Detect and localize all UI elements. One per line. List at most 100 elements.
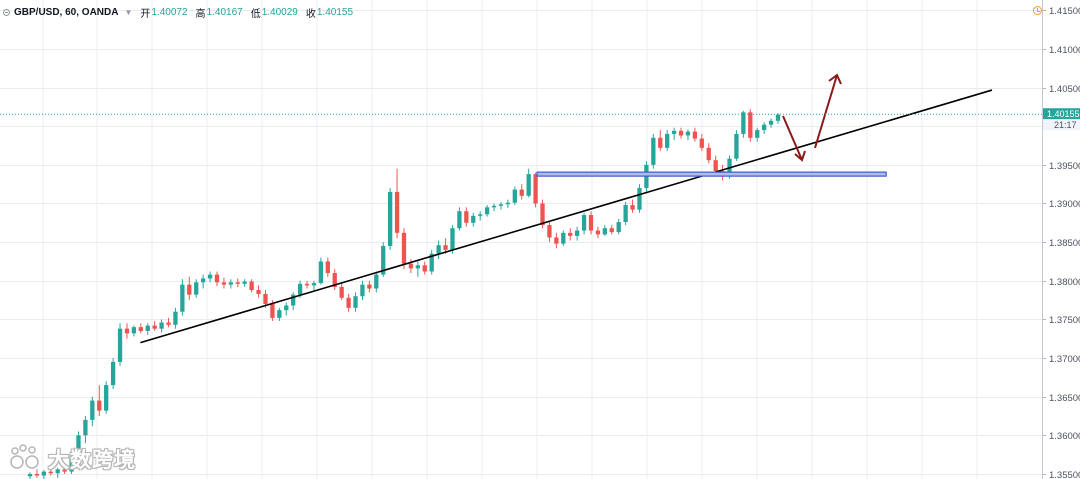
candle-body <box>249 281 254 291</box>
candle <box>630 199 635 213</box>
candle-body <box>491 205 497 208</box>
price-axis: 1.415001.410001.405001.400001.395001.390… <box>1042 0 1080 479</box>
symbol-title[interactable]: GBP/USD, 60, OANDA <box>14 6 119 18</box>
candle-body <box>630 205 635 210</box>
candle-body <box>609 228 614 233</box>
candle-body <box>457 211 462 229</box>
candle <box>90 396 95 427</box>
arrow-up-head <box>828 73 842 85</box>
candle-body <box>713 160 718 172</box>
candle <box>173 307 178 329</box>
price-tag-bg <box>1043 108 1080 120</box>
candle-body <box>104 385 109 411</box>
candle <box>651 133 656 169</box>
candle <box>249 279 254 293</box>
candle <box>48 466 53 476</box>
candle-body <box>748 112 753 138</box>
candle-body <box>734 133 739 159</box>
candle-body <box>277 310 282 318</box>
candle <box>388 188 393 250</box>
candle-body <box>297 283 303 295</box>
candle-body <box>415 265 420 269</box>
candle <box>360 280 365 301</box>
drawing-layer <box>140 73 993 344</box>
countdown-value: 21:17 <box>1054 120 1077 130</box>
candle-body <box>187 284 192 295</box>
candle <box>304 280 310 289</box>
candle <box>436 240 441 260</box>
candle <box>505 199 511 209</box>
candle-body <box>332 273 337 287</box>
candle-body <box>124 328 130 334</box>
candle-body <box>422 265 427 272</box>
candle-body <box>665 133 670 148</box>
candle <box>180 279 185 316</box>
candle-body <box>263 293 268 304</box>
candle <box>741 110 746 138</box>
price-tick-label: 1.37500 <box>1049 315 1080 326</box>
candle-body <box>41 471 46 476</box>
candle <box>512 186 517 206</box>
candle-body <box>353 296 358 308</box>
close-value: 1.40155 <box>316 6 354 18</box>
arrow-up-path <box>814 74 838 149</box>
candle <box>62 464 67 474</box>
candle <box>422 261 427 275</box>
candle-body <box>131 327 137 334</box>
candle <box>166 317 171 328</box>
trendline <box>140 89 993 344</box>
candle <box>152 320 157 332</box>
candle-body <box>318 261 324 284</box>
candle <box>346 293 351 312</box>
candle <box>415 261 420 277</box>
open-value: 1.40072 <box>151 6 188 18</box>
candle <box>408 259 414 274</box>
candle <box>221 277 227 289</box>
candle <box>353 292 358 312</box>
candle-body <box>388 191 393 246</box>
candle-body <box>575 230 580 236</box>
candle <box>339 282 344 301</box>
candle <box>581 212 587 235</box>
candle <box>311 280 317 291</box>
candle <box>187 276 192 301</box>
candle <box>616 218 621 235</box>
price-tick-label: 1.36000 <box>1049 431 1080 442</box>
candle-body <box>464 211 469 223</box>
candle-body <box>408 263 414 269</box>
candle <box>242 279 247 287</box>
candle-body <box>512 189 517 203</box>
candle-body <box>775 114 781 121</box>
candle <box>117 323 123 366</box>
collapse-legend-icon[interactable] <box>3 8 10 16</box>
price-tick-label: 1.40500 <box>1049 84 1080 95</box>
candle <box>256 285 261 298</box>
support-zone <box>536 171 887 177</box>
candle <box>768 118 774 128</box>
price-tag-value: 1.40155 <box>1047 109 1080 119</box>
candle <box>443 238 448 254</box>
candle-body <box>270 303 275 318</box>
close-label: 收 <box>305 8 316 20</box>
candle <box>526 168 531 198</box>
candle-body <box>581 215 587 231</box>
candle-body <box>699 138 704 148</box>
candle <box>228 279 233 289</box>
candle <box>284 302 289 316</box>
candle-body <box>256 290 261 294</box>
candle-body <box>637 188 642 210</box>
candle <box>568 228 573 241</box>
symbol-legend: GBP/USD, 60, OANDA ▼ 开 1.40072 高 1.40167… <box>3 5 354 20</box>
price-tick-label: 1.36500 <box>1049 393 1080 404</box>
candle-body <box>498 204 504 206</box>
candle-body <box>540 203 545 226</box>
candle <box>762 122 767 134</box>
clock-icon[interactable] <box>1033 6 1042 15</box>
candle <box>145 323 150 335</box>
chevron-down-icon[interactable]: ▼ <box>124 7 133 17</box>
candle <box>34 469 40 478</box>
candle-body <box>173 311 178 325</box>
candle-body <box>755 130 760 138</box>
candle <box>277 307 282 321</box>
